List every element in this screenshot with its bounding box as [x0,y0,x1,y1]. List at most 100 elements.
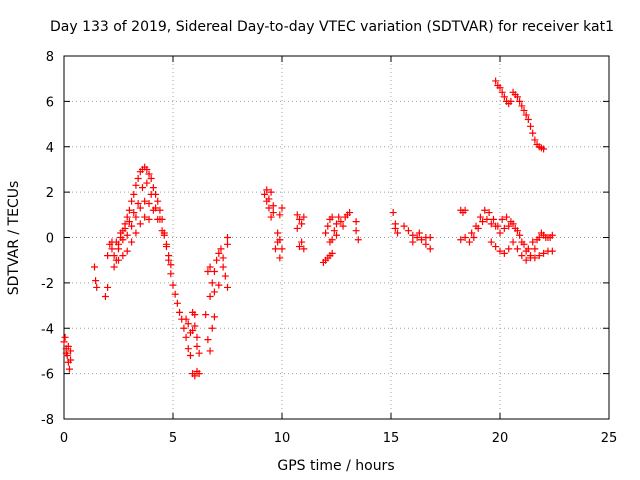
data-point [149,206,157,214]
data-point [489,215,497,223]
data-point [204,336,212,344]
data-point [213,256,221,264]
data-point [487,220,495,228]
data-point [132,213,140,221]
data-point [394,229,402,237]
data-point [522,111,530,119]
data-point [409,238,417,246]
data-point [123,231,131,239]
data-point [91,263,99,271]
data-point [125,206,133,214]
data-point [219,263,227,271]
data-point [115,256,122,264]
data-point [507,218,515,226]
data-point [524,245,532,253]
data-point [328,213,336,221]
data-point [507,97,515,105]
data-point [193,342,201,350]
data-point [145,170,153,178]
data-point [128,222,136,230]
data-point [128,238,136,246]
data-point [110,263,118,271]
data-point [461,234,469,241]
data-point [121,224,129,232]
data-point [470,234,478,241]
data-point [352,218,360,226]
data-point [276,236,284,244]
data-point [548,247,556,255]
data-point [503,213,511,221]
data-point [535,252,543,260]
data-point [276,211,284,219]
data-point [509,238,517,246]
data-point [193,333,201,341]
x-tick-label: 0 [60,431,68,446]
data-point [189,308,197,316]
data-point [537,229,545,237]
data-point [167,270,175,278]
data-point [158,227,166,235]
data-point [176,308,184,316]
data-point [224,283,231,291]
data-point [468,229,476,237]
data-point [518,102,526,110]
data-point [149,184,157,192]
data-point [293,211,301,219]
data-point [472,222,480,230]
data-point [494,222,502,230]
y-tick-labels: -8 -6 -4 -2 0 2 4 6 8 [41,50,54,428]
data-point [496,84,504,92]
data-point [215,281,223,289]
data-point [208,324,216,332]
data-point [195,370,203,378]
data-point [265,195,273,203]
data-point [128,197,136,205]
data-point [271,245,279,253]
y-tick-label: -8 [41,413,54,428]
data-point [352,227,360,235]
data-point [210,313,218,321]
data-point [298,220,306,228]
data-point [527,122,535,130]
data-point [184,345,192,353]
data-point [293,224,301,232]
data-point [404,227,412,235]
data-point [483,215,491,223]
data-point [300,245,308,253]
data-point [221,272,229,280]
data-point [93,283,101,291]
data-point [465,238,473,246]
data-point [167,261,175,269]
data-point [333,220,340,228]
data-point [335,213,343,221]
data-point [119,236,127,244]
data-point [492,243,500,251]
data-point [476,213,484,221]
data-point [513,93,521,101]
data-point [505,222,513,230]
data-point [457,236,465,244]
data-point [496,247,504,255]
data-point [143,165,151,173]
data-point [184,320,192,328]
data-point [132,229,140,237]
data-point [210,268,218,276]
data-point [117,229,125,237]
data-point [261,190,269,198]
data-point [132,181,140,189]
data-point [498,88,506,96]
y-axis-label: SDTVAR / TECUs [6,181,22,296]
data-point [119,252,127,260]
data-point [101,292,109,300]
data-point [130,209,138,217]
data-point [533,236,541,244]
data-point [492,77,500,85]
data-point [130,190,138,198]
data-point [154,197,162,205]
data-point [461,206,469,214]
chart-title: Day 133 of 2019, Sidereal Day-to-day VTE… [50,19,614,35]
data-point [189,327,197,335]
data-point [206,347,214,355]
data-point [513,245,521,253]
data-point [195,349,203,357]
